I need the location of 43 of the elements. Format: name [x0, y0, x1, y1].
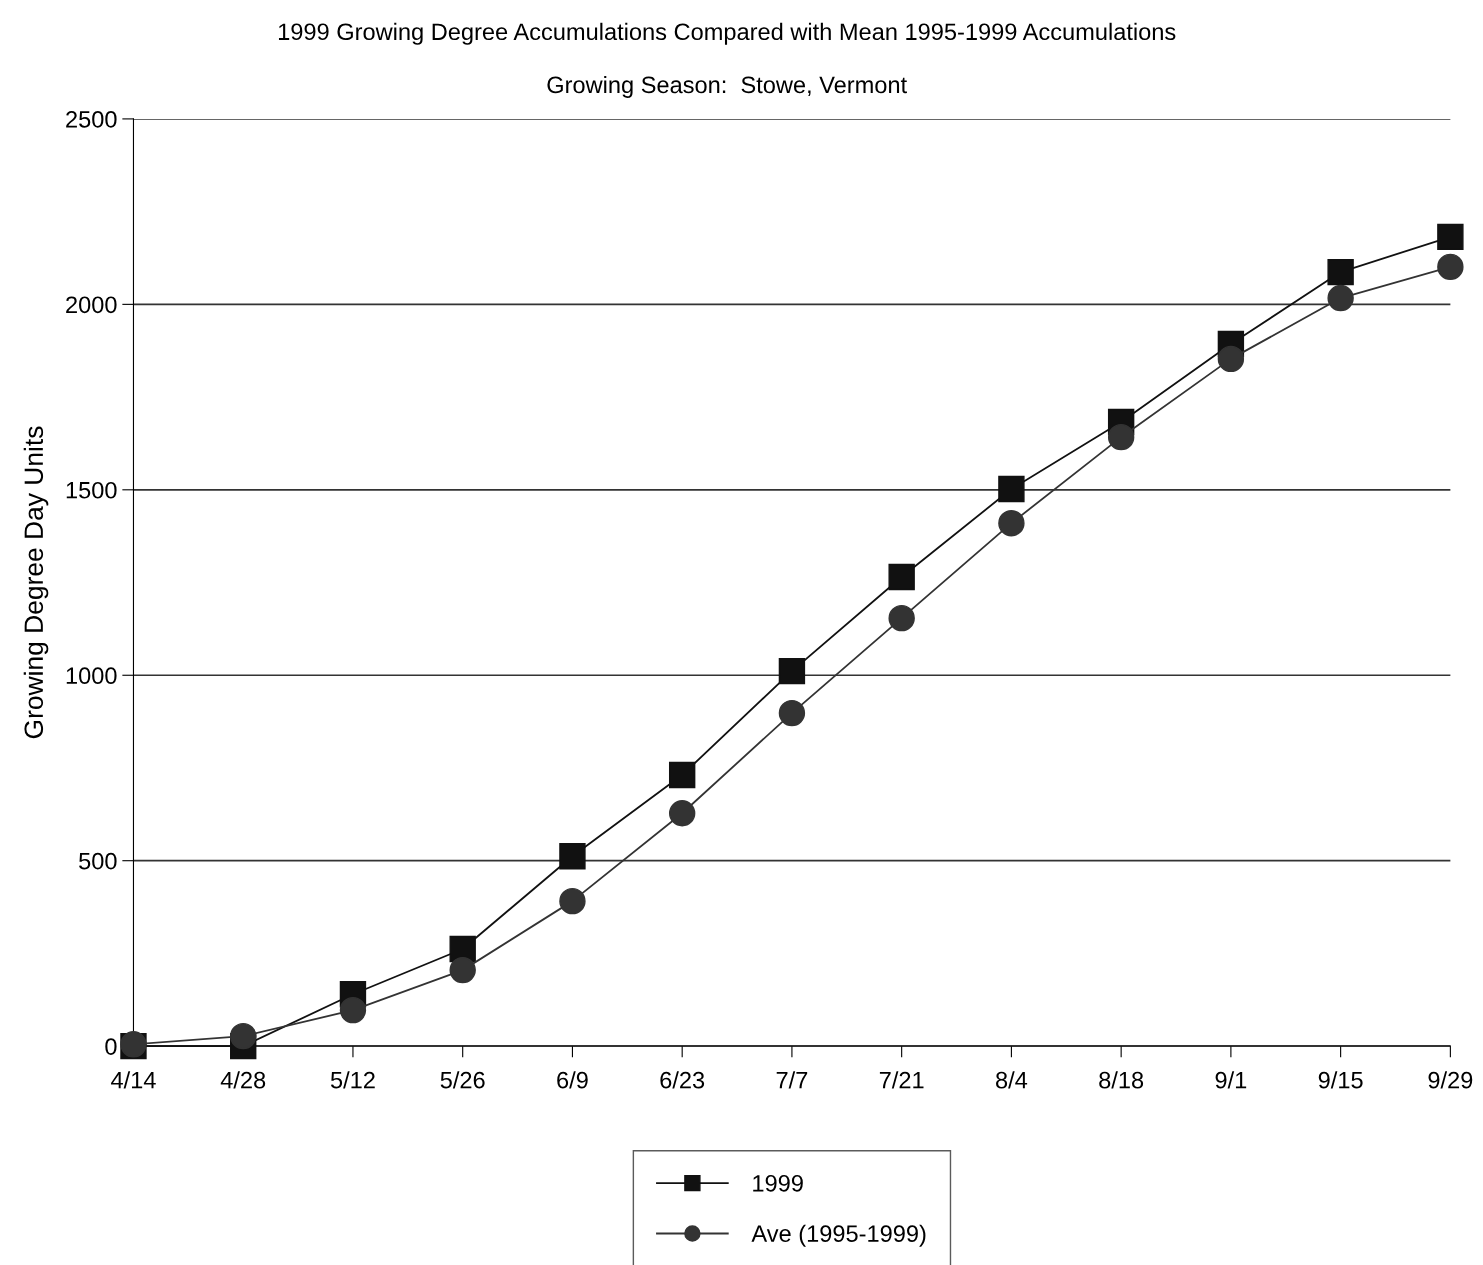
legend-label: Ave (1995-1999) — [751, 1224, 926, 1247]
point — [888, 604, 915, 632]
x-tick-label: 9/1 — [1215, 1071, 1247, 1089]
y-tick-label: 0 — [105, 1038, 117, 1055]
point — [668, 761, 696, 789]
point — [449, 956, 476, 984]
x-tick-label: 5/12 — [330, 1071, 375, 1089]
y-axis-title: Growing Degree Day Units — [23, 426, 49, 739]
x-tick-label: 7/7 — [776, 1071, 808, 1089]
x-tick-label: 8/18 — [1099, 1071, 1144, 1089]
x-tick-label: 9/29 — [1428, 1071, 1473, 1089]
point — [1327, 258, 1354, 286]
point — [559, 843, 586, 870]
point — [1217, 345, 1245, 373]
y-tick-label: 2000 — [66, 296, 117, 314]
x-tick-label: 4/14 — [111, 1071, 156, 1089]
x-tick-label: 6/23 — [660, 1071, 705, 1089]
x-tick-label: 5/26 — [440, 1071, 485, 1089]
x-tick-label: 6/9 — [557, 1071, 588, 1089]
point — [778, 699, 806, 727]
point — [1437, 223, 1464, 251]
point — [1437, 253, 1464, 281]
point — [998, 509, 1025, 537]
legend-label: 1999 — [753, 1174, 803, 1192]
y-tick-label: 1000 — [66, 667, 117, 685]
x-tick-label: 7/21 — [879, 1071, 924, 1089]
y-tick-label: 500 — [79, 852, 117, 870]
point — [778, 657, 806, 685]
point — [998, 475, 1025, 503]
x-tick-label: 9/15 — [1318, 1071, 1363, 1089]
point — [888, 563, 915, 591]
point — [559, 887, 586, 915]
y-tick-label: 2500 — [66, 110, 117, 128]
point — [1107, 423, 1135, 451]
y-tick-label: 1500 — [66, 481, 117, 499]
chart-subtitle: Growing Season: Stowe, Vermont — [547, 75, 907, 98]
point — [339, 996, 367, 1024]
point — [230, 1022, 257, 1050]
x-tick-label: 8/4 — [996, 1071, 1028, 1089]
point — [668, 800, 696, 827]
x-tick-label: 4/28 — [220, 1071, 266, 1089]
point — [1327, 284, 1354, 312]
chart-title: 1999 Growing Degree Accumulations Compared with Mean 1995-1999 Accumulations — [278, 22, 1176, 45]
